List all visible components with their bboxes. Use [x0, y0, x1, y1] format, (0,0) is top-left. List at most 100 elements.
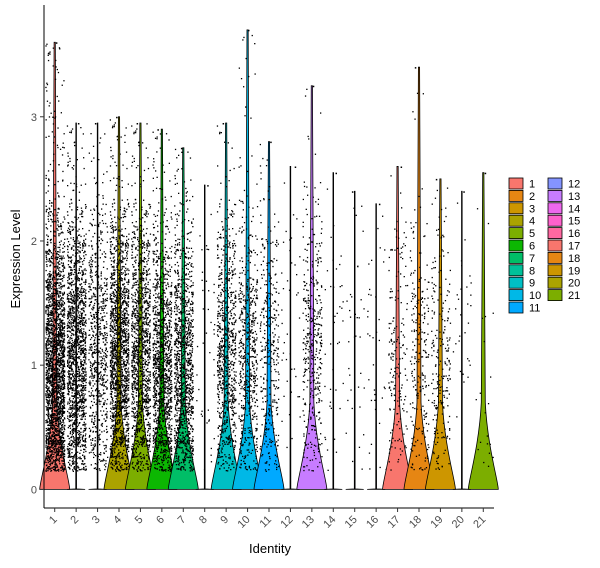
violin-group-6	[146, 128, 178, 490]
points-11	[259, 141, 280, 472]
points-16	[367, 203, 387, 471]
legend-label: 21	[568, 290, 580, 302]
legend-label: 7	[529, 253, 535, 265]
x-tick-label: 3	[90, 514, 103, 527]
violin-2	[67, 122, 86, 490]
violin-group-21	[467, 172, 499, 490]
violin-group-10	[232, 29, 263, 490]
violin-group-3	[88, 122, 109, 490]
legend-label: 17	[568, 241, 580, 253]
legend-item-19: 19	[547, 264, 580, 277]
violin-group-1	[39, 41, 71, 490]
legend-label: 4	[529, 216, 535, 228]
legend-swatch	[547, 239, 563, 252]
points-12	[281, 166, 301, 449]
legend-swatch	[547, 251, 563, 264]
violin-21	[467, 172, 499, 490]
legend-item-2: 2	[508, 189, 535, 203]
x-tick-label: 18	[407, 514, 424, 531]
y-tick-label: 3	[31, 112, 37, 124]
x-tick-label: 16	[364, 514, 381, 531]
violin-9	[210, 122, 242, 490]
legend-swatch	[508, 214, 524, 227]
legend-label: 3	[529, 203, 535, 215]
violin-group-7	[167, 147, 199, 490]
legend-item-8: 8	[508, 264, 535, 277]
legend-label: 5	[529, 228, 535, 240]
violin-group-8	[195, 184, 216, 490]
legend-item-10: 10	[508, 289, 541, 302]
x-axis-title: Identity	[249, 541, 291, 556]
points-1	[45, 42, 66, 472]
x-tick-label: 9	[218, 514, 231, 527]
violin-group-17	[382, 166, 413, 490]
violin-1	[39, 41, 71, 490]
x-tick-label: 8	[197, 514, 210, 527]
violin-3	[88, 122, 107, 490]
legend-item-5: 5	[508, 227, 535, 240]
violin-5	[125, 122, 156, 490]
points-2	[66, 123, 87, 472]
y-axis-title: Expression Level	[8, 209, 23, 308]
points-21	[475, 172, 494, 467]
x-tick-label: 13	[300, 514, 317, 531]
legend-swatch	[547, 189, 563, 202]
legend-swatch	[508, 202, 524, 215]
legend-item-1: 1	[508, 177, 535, 191]
violin-11	[253, 141, 285, 490]
legend-swatch	[547, 276, 563, 289]
violin-group-11	[253, 141, 285, 490]
legend-label: 18	[568, 253, 580, 265]
legend-label: 2	[529, 191, 535, 203]
points-15	[345, 191, 365, 470]
legend-item-6: 6	[508, 239, 535, 253]
legend-item-21: 21	[547, 289, 580, 302]
legend-label: 13	[568, 191, 580, 203]
x-tick-label: 2	[68, 514, 81, 527]
legend-swatch	[508, 227, 524, 240]
violin-group-4	[103, 116, 135, 490]
legend-item-3: 3	[508, 202, 535, 215]
points-5	[131, 123, 152, 472]
points-19	[431, 178, 452, 470]
violin-group-2	[66, 122, 87, 490]
legend-swatch	[547, 214, 563, 227]
legend-label: 20	[568, 278, 580, 290]
legend-label: 12	[568, 179, 580, 191]
x-tick-label: 1	[47, 514, 60, 527]
y-tick-label: 2	[31, 236, 37, 248]
points-20	[452, 191, 472, 418]
points-13	[302, 85, 323, 472]
legend-item-11: 11	[508, 301, 540, 315]
x-tick-label: 17	[386, 514, 403, 531]
legend-label: 11	[529, 303, 540, 315]
x-tick-label: 19	[428, 514, 445, 531]
plot-area	[39, 29, 499, 490]
legend-item-15: 15	[547, 214, 580, 228]
legend-item-13: 13	[547, 189, 580, 203]
violin-13	[296, 85, 328, 490]
x-tick-label: 6	[154, 514, 167, 527]
legend-label: 8	[529, 265, 535, 277]
violin-14	[324, 172, 343, 490]
legend-swatch	[508, 264, 524, 277]
legend-swatch	[508, 239, 524, 252]
y-tick-label: 1	[31, 360, 37, 372]
violin-16	[367, 203, 386, 490]
points-3	[88, 123, 109, 472]
points-18	[409, 67, 430, 471]
legend-swatch	[547, 177, 563, 190]
points-17	[388, 166, 409, 471]
legend-swatch	[547, 202, 563, 215]
legend-label: 6	[529, 241, 535, 253]
points-4	[109, 116, 130, 472]
legend-label: 15	[568, 216, 580, 228]
violin-group-19	[425, 178, 456, 490]
legend-item-4: 4	[508, 214, 535, 228]
violin-group-9	[210, 122, 242, 490]
legend-label: 14	[568, 203, 580, 215]
x-tick-label: 12	[278, 514, 295, 531]
x-tick-label: 21	[471, 514, 488, 531]
violin-group-14	[324, 172, 344, 490]
y-tick-label: 0	[31, 484, 37, 496]
